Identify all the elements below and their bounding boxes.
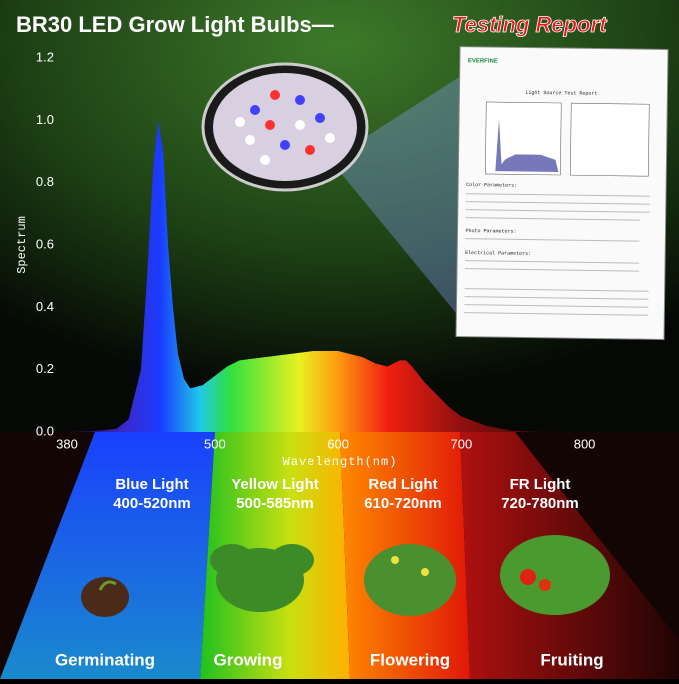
plant-flowering xyxy=(364,544,456,616)
band-name: Blue Light xyxy=(115,476,188,493)
y-tick-label: 0.4 xyxy=(36,299,54,314)
report-cie-box xyxy=(569,102,650,177)
stage-label: Growing xyxy=(214,650,283,669)
y-tick-label: 0.8 xyxy=(36,174,54,189)
y-tick-label: 0.2 xyxy=(36,361,54,376)
soil-pellet xyxy=(81,577,129,617)
test-report: EVERFINE Light Source Test Report Color … xyxy=(455,46,669,340)
y-tick-label: 0.0 xyxy=(36,423,54,438)
report-section: Photo Parameters: xyxy=(465,228,516,235)
band-name: Red Light xyxy=(368,476,437,493)
plant-growing xyxy=(210,544,314,612)
y-tick-label: 1.2 xyxy=(36,49,54,64)
band-name: Yellow Light xyxy=(231,476,319,493)
x-tick-label: 700 xyxy=(450,436,472,451)
plant-fruiting xyxy=(500,535,610,615)
report-logo: EVERFINE xyxy=(468,58,498,64)
blue-band xyxy=(0,432,215,679)
y-tick-label: 0.6 xyxy=(36,236,54,251)
x-tick-label: 380 xyxy=(56,436,78,451)
band-range: 500-585nm xyxy=(236,495,314,512)
x-tick-label: 500 xyxy=(204,436,226,451)
title: BR30 LED Grow Light Bulbs— xyxy=(16,12,334,37)
bulb-leds xyxy=(235,90,335,165)
band-name: FR Light xyxy=(510,476,571,493)
stage-label: Fruiting xyxy=(540,650,603,669)
report-section: Electrical Parameters: xyxy=(465,250,531,257)
light-beam xyxy=(330,70,470,330)
y-tick-label: 1.0 xyxy=(36,112,54,127)
x-axis-label: Wavelength(nm) xyxy=(283,455,398,469)
report-spectrum xyxy=(488,119,559,172)
x-tick-label: 800 xyxy=(574,436,596,451)
report-lines xyxy=(464,193,650,316)
band-range: 610-720nm xyxy=(364,495,442,512)
report-section: Color Parameters: xyxy=(466,182,517,189)
report-heading: Light Source Test Report xyxy=(525,90,597,97)
x-tick-label: 600 xyxy=(327,436,349,451)
plot: 0.0 0.2 0.4 0.6 0.8 1.0 1.2 380 500 600 700 800 Wave… xyxy=(15,49,595,469)
stage-label: Germinating xyxy=(55,650,155,669)
sprout xyxy=(98,580,117,591)
stage-label: Flowering xyxy=(370,650,450,669)
spectrum-area xyxy=(67,120,560,432)
band-range: 720-780nm xyxy=(501,495,579,512)
bulb-lens xyxy=(213,73,357,181)
title-highlight: Testing Report xyxy=(452,12,608,37)
y-axis-label: Spectrum xyxy=(15,216,29,274)
band-range: 400-520nm xyxy=(113,495,191,512)
